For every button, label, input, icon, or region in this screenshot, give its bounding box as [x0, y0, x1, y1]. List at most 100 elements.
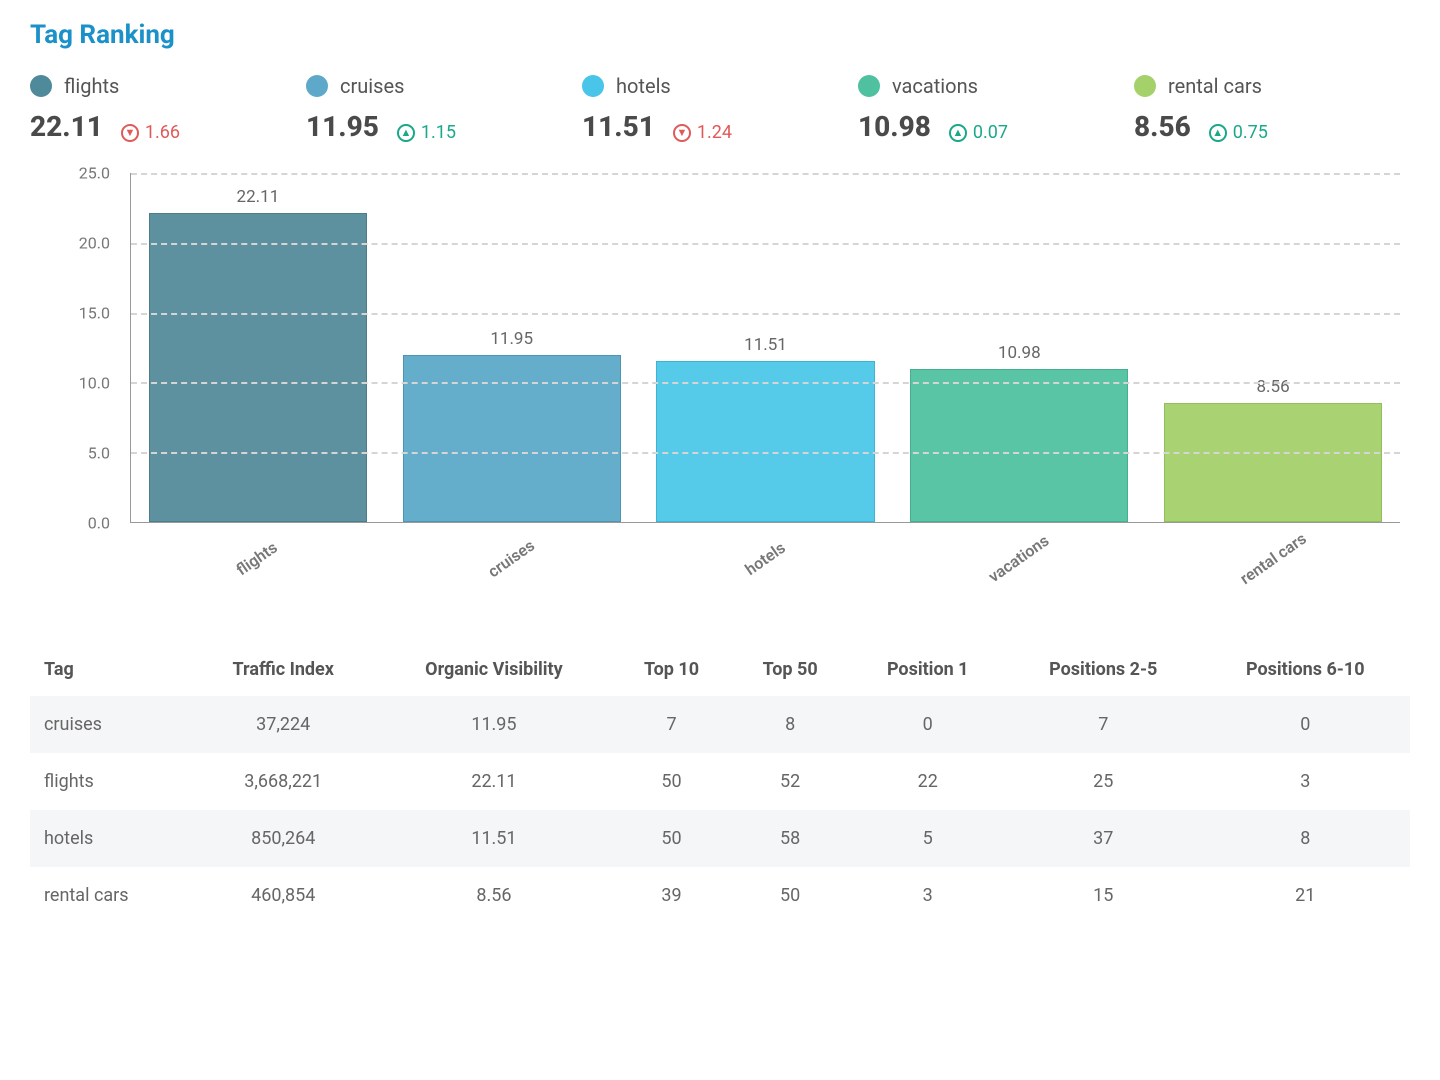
table-cell: flights	[30, 753, 191, 810]
gridline	[131, 173, 1400, 175]
table-cell: 25	[1006, 753, 1201, 810]
summary-card: cruises 11.95 ▲ 1.15	[306, 74, 582, 143]
summary-row: flights 22.11 ▼ 1.66 cruises 11.95 ▲ 1.15 hotels…	[30, 74, 1410, 143]
y-axis: 0.05.010.015.020.025.0	[60, 173, 120, 523]
table-column-header: Positions 6-10	[1201, 643, 1410, 696]
gridline	[131, 243, 1400, 245]
tag-delta: ▲ 0.07	[949, 122, 1008, 143]
x-axis-label: rental cars	[1146, 523, 1400, 593]
bar-slot: 11.95	[385, 173, 639, 522]
tag-value: 11.51	[582, 110, 655, 143]
x-axis-label: cruises	[384, 523, 638, 593]
table-cell: 3,668,221	[191, 753, 376, 810]
table-cell: 37,224	[191, 696, 376, 753]
table-column-header: Position 1	[849, 643, 1006, 696]
x-axis-label: flights	[130, 523, 384, 593]
table-cell: 15	[1006, 867, 1201, 924]
tag-value: 11.95	[306, 110, 379, 143]
tag-label: cruises	[340, 74, 404, 98]
table-cell: 39	[612, 867, 731, 924]
bar-value-label: 10.98	[998, 343, 1041, 363]
tag-delta-value: 1.66	[145, 122, 180, 143]
arrow-up-icon: ▲	[949, 124, 967, 142]
page-title: Tag Ranking	[30, 20, 1410, 50]
chart-bars: 22.11 11.95 11.51 10.98 8.56	[131, 173, 1400, 522]
tag-delta-value: 0.07	[973, 122, 1008, 143]
arrow-up-icon: ▲	[1209, 124, 1227, 142]
chart-plot-area: 22.11 11.95 11.51 10.98 8.56	[130, 173, 1400, 523]
x-axis-label: vacations	[892, 523, 1146, 593]
table-cell: 8.56	[376, 867, 613, 924]
tag-label: hotels	[616, 74, 671, 98]
bar	[403, 355, 621, 522]
table-cell: 58	[731, 810, 850, 867]
table-header-row: TagTraffic IndexOrganic VisibilityTop 10…	[30, 643, 1410, 696]
tag-delta: ▼ 1.66	[121, 122, 180, 143]
tag-color-dot	[858, 75, 880, 97]
table-cell: 0	[1201, 696, 1410, 753]
bar	[1164, 403, 1382, 522]
y-tick-label: 15.0	[60, 304, 110, 323]
table-row: rental cars460,8548.56395031521	[30, 867, 1410, 924]
summary-card: hotels 11.51 ▼1.24	[582, 74, 858, 143]
bar	[656, 361, 874, 522]
bar-slot: 22.11	[131, 173, 385, 522]
table-cell: rental cars	[30, 867, 191, 924]
table-cell: 11.95	[376, 696, 613, 753]
table-cell: 3	[1201, 753, 1410, 810]
tag-color-dot	[306, 75, 328, 97]
table-column-header: Traffic Index	[191, 643, 376, 696]
gridline	[131, 313, 1400, 315]
y-tick-label: 0.0	[60, 514, 110, 533]
table-cell: 22	[849, 753, 1006, 810]
table-column-header: Top 50	[731, 643, 850, 696]
bar-value-label: 11.95	[490, 329, 533, 349]
tag-value: 10.98	[858, 110, 931, 143]
tag-value: 8.56	[1134, 110, 1191, 143]
table-cell: 5	[849, 810, 1006, 867]
bar-chart: 0.05.010.015.020.025.0 22.1111.9511.5110…	[60, 173, 1400, 593]
bar-slot: 8.56	[1146, 173, 1400, 522]
x-axis-label: hotels	[638, 523, 892, 593]
table-cell: 50	[612, 753, 731, 810]
table-row: hotels850,26411.5150585378	[30, 810, 1410, 867]
tag-delta-value: 1.24	[697, 122, 732, 143]
table-cell: 50	[612, 810, 731, 867]
bar	[149, 213, 367, 522]
tag-color-dot	[1134, 75, 1156, 97]
tag-delta: ▼1.24	[673, 122, 732, 143]
table-cell: 7	[612, 696, 731, 753]
table-cell: 22.11	[376, 753, 613, 810]
summary-card: vacations10.98▲0.07	[858, 74, 1134, 143]
tag-delta-value: 0.75	[1233, 122, 1268, 143]
arrow-up-icon: ▲	[397, 124, 415, 142]
arrow-down-icon: ▼	[121, 124, 139, 142]
tag-delta: ▲ 0.75	[1209, 122, 1268, 143]
summary-card: rental cars8.56▲0.75	[1134, 74, 1410, 143]
gridline	[131, 382, 1400, 384]
table-column-header: Top 10	[612, 643, 731, 696]
bar-slot: 10.98	[892, 173, 1146, 522]
table-cell: 3	[849, 867, 1006, 924]
table-cell: 21	[1201, 867, 1410, 924]
table-cell: 0	[849, 696, 1006, 753]
table-cell: 7	[1006, 696, 1201, 753]
table-cell: 50	[731, 867, 850, 924]
table-cell: 37	[1006, 810, 1201, 867]
table-cell: 11.51	[376, 810, 613, 867]
tag-delta-value: 1.15	[421, 122, 456, 143]
x-axis-labels: flightscruiseshotelsvacationsrental cars	[130, 523, 1400, 593]
y-tick-label: 20.0	[60, 234, 110, 253]
bar-slot: 11.51	[639, 173, 893, 522]
table-row: cruises37,22411.9578070	[30, 696, 1410, 753]
tag-delta: ▲ 1.15	[397, 122, 456, 143]
y-tick-label: 25.0	[60, 164, 110, 183]
table-cell: 8	[731, 696, 850, 753]
table-cell: 8	[1201, 810, 1410, 867]
data-table: TagTraffic IndexOrganic VisibilityTop 10…	[30, 643, 1410, 924]
y-tick-label: 5.0	[60, 444, 110, 463]
table-cell: hotels	[30, 810, 191, 867]
tag-color-dot	[582, 75, 604, 97]
tag-value: 22.11	[30, 110, 103, 143]
tag-label: flights	[64, 74, 119, 98]
